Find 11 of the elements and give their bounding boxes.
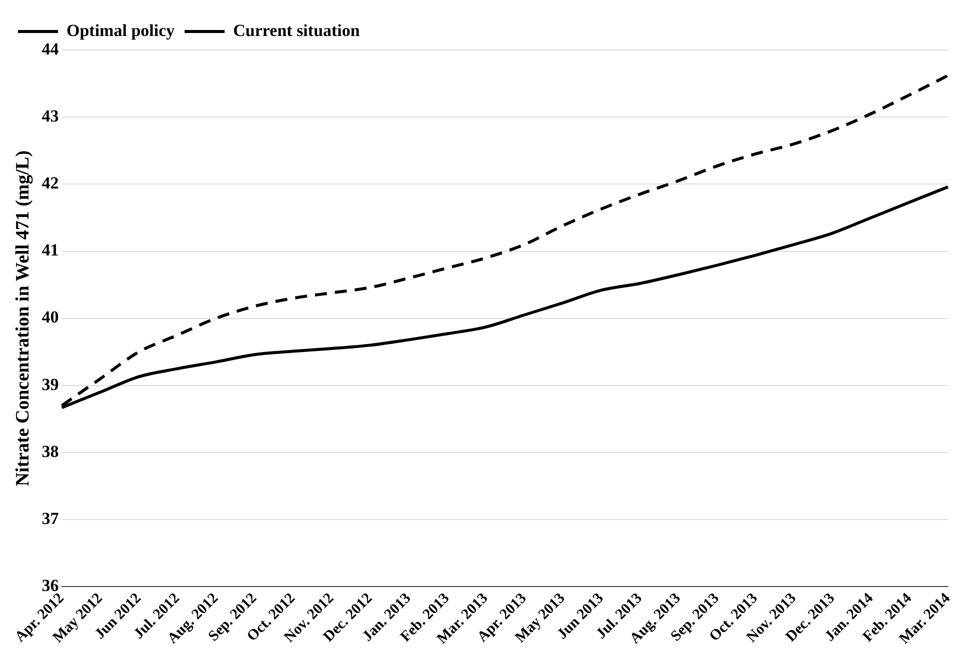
y-tick-label: 40 <box>42 308 59 327</box>
y-tick-label: 43 <box>42 106 59 126</box>
y-tick-label: 38 <box>42 442 59 461</box>
y-tick-label: 44 <box>42 39 60 58</box>
legend-label: Current situation <box>233 20 360 40</box>
y-tick-label: 37 <box>42 509 60 528</box>
y-axis-title: Nitrate Concentration in Well 471 (mg/L) <box>12 150 34 486</box>
y-tick-label: 41 <box>42 240 59 260</box>
y-tick-label: 42 <box>42 174 59 193</box>
y-tick-label: 39 <box>42 374 59 394</box>
legend-label: Optimal policy <box>66 20 176 40</box>
